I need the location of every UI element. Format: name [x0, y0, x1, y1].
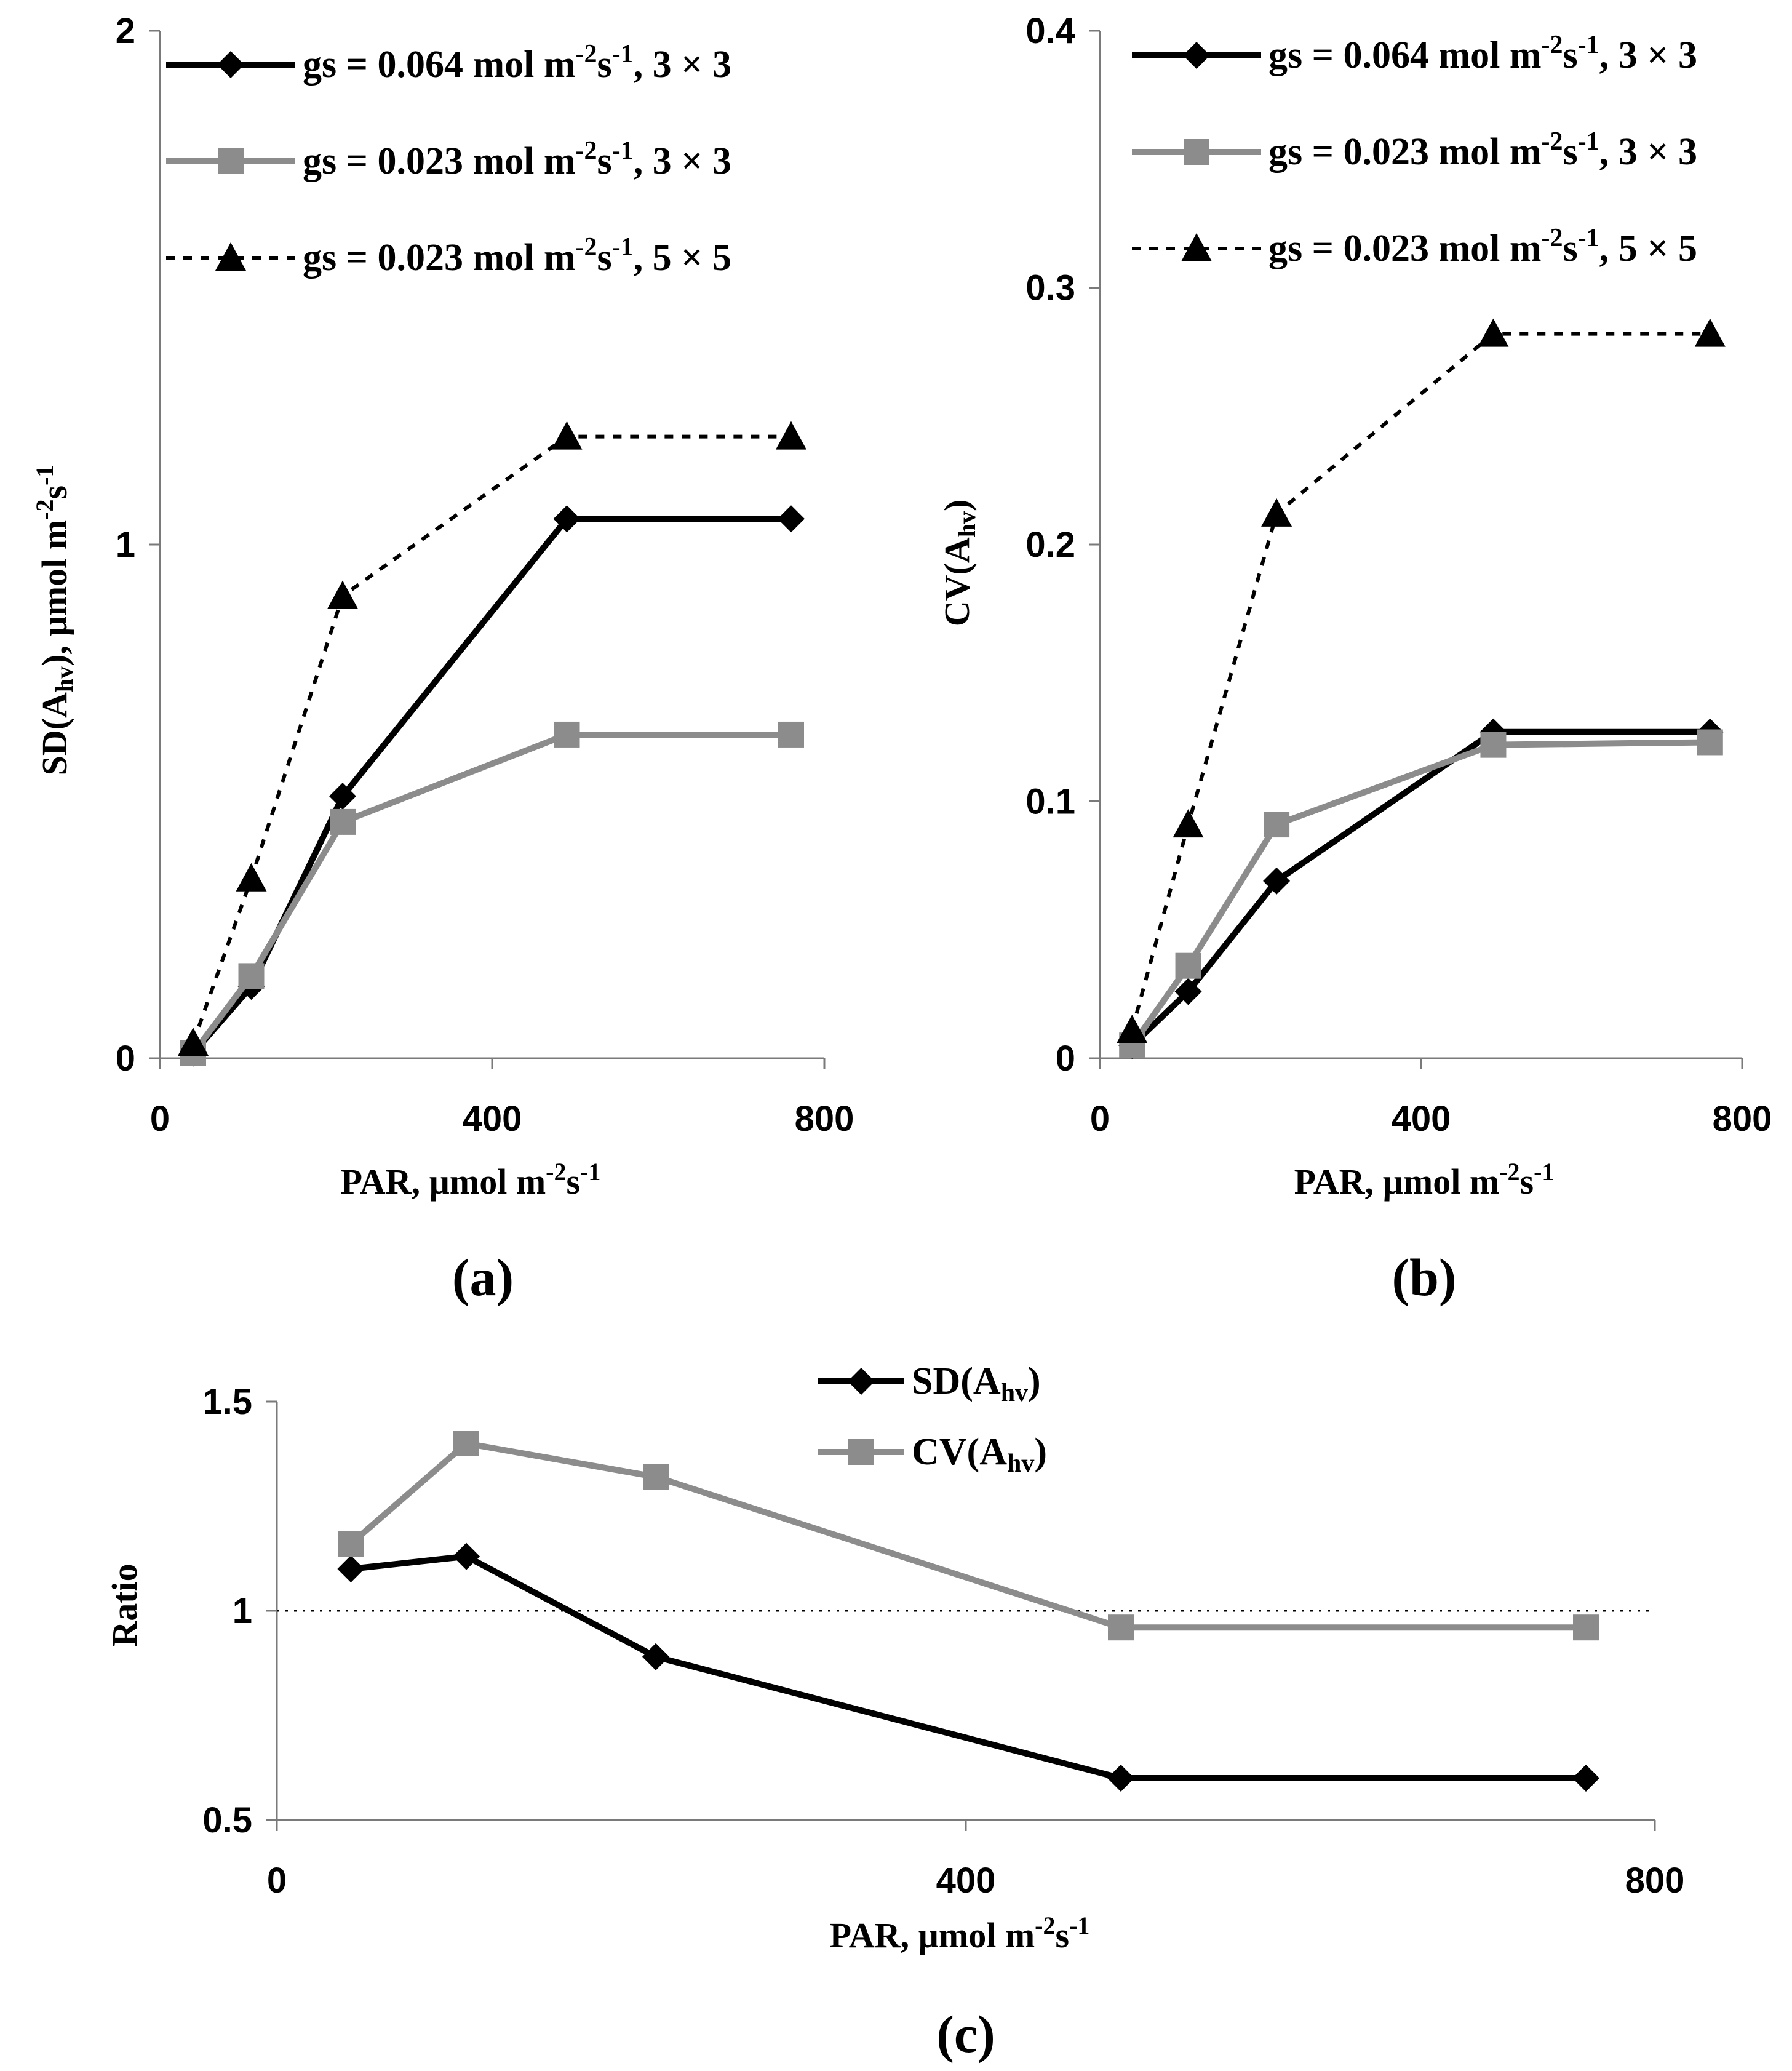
x-tick-label: 400	[463, 1099, 522, 1139]
diamond-marker	[337, 1555, 365, 1582]
square-marker	[1175, 952, 1201, 979]
legend-label: gs = 0.064 mol m-2s-1, 3 × 3	[303, 40, 731, 86]
diamond-marker	[217, 51, 244, 78]
y-tick-label: 1	[116, 525, 135, 565]
legend-label: gs = 0.023 mol m-2s-1, 3 × 3	[303, 137, 731, 182]
x-axis-label: PAR, µmol m-2s-1	[341, 1158, 601, 1202]
triangle-marker	[1478, 318, 1509, 347]
triangle-marker	[551, 421, 583, 450]
diamond-marker	[1183, 42, 1210, 69]
y-axis-label: CV(Ahv)	[937, 500, 981, 627]
square-marker	[1184, 139, 1209, 165]
series-line	[350, 1553, 1586, 1781]
triangle-marker	[1117, 1015, 1148, 1043]
square-marker	[643, 1464, 669, 1490]
x-tick-label: 0	[1090, 1099, 1110, 1139]
x-tick-label: 800	[1713, 1099, 1772, 1139]
series-line	[191, 434, 791, 1043]
triangle-marker	[1694, 318, 1726, 347]
square-marker	[1480, 732, 1507, 758]
diamond-marker	[553, 505, 581, 533]
square-marker	[554, 721, 580, 748]
diamond-marker	[1107, 1765, 1134, 1792]
legend-label: gs = 0.064 mol m-2s-1, 3 × 3	[1268, 31, 1697, 76]
legend-label: gs = 0.023 mol m-2s-1, 5 × 5	[303, 233, 731, 279]
y-tick-label: 0.4	[1025, 11, 1075, 51]
panel-b: 0 0.1 0.2 0.3 0.4 0 400 800 gs = 0.064 mol m-2s…	[937, 11, 1772, 1307]
diamond-marker	[778, 505, 805, 533]
x-axis-label: PAR, µmol m-2s-1	[830, 1912, 1090, 1955]
x-tick-label: 0	[150, 1099, 170, 1139]
legend-label: gs = 0.023 mol m-2s-1, 5 × 5	[1268, 224, 1697, 269]
y-tick-label: 0	[1056, 1039, 1075, 1079]
legend-label: SD(Ahv)	[912, 1360, 1041, 1407]
x-axis-label: PAR, µmol m-2s-1	[1294, 1158, 1555, 1202]
series-line	[191, 731, 791, 1055]
panel-label: (b)	[1392, 1248, 1456, 1307]
panel-c: 0.5 1 1.5 0 400 800 SD(Ahv) CV(Ahv) PAR, µmol …	[105, 1360, 1684, 2064]
diamond-marker	[1572, 1765, 1599, 1792]
x-tick-label: 400	[936, 1861, 996, 1901]
y-tick-label: 0.3	[1025, 268, 1075, 308]
square-marker	[453, 1431, 479, 1456]
x-tick-label: 800	[795, 1099, 854, 1139]
triangle-marker	[776, 421, 806, 450]
triangle-marker	[327, 580, 358, 609]
triangle-marker	[1261, 498, 1292, 527]
series-line	[1130, 332, 1710, 1031]
y-axis-label: Ratio	[105, 1563, 145, 1646]
square-marker	[338, 1531, 364, 1557]
square-marker	[848, 1439, 874, 1465]
y-tick-label: 1	[233, 1591, 252, 1631]
square-marker	[1697, 729, 1723, 756]
x-tick-label: 800	[1625, 1861, 1685, 1901]
diamond-marker	[848, 1368, 875, 1395]
series-line	[1129, 728, 1710, 1048]
square-marker	[330, 808, 356, 835]
x-tick-label: 0	[267, 1861, 287, 1901]
square-marker	[1573, 1614, 1599, 1641]
y-axis-label: SD(Ahv), µmol m-2s-1	[31, 465, 78, 776]
square-marker	[778, 721, 804, 748]
diamond-marker	[642, 1643, 669, 1670]
triangle-marker	[215, 242, 246, 271]
diamond-marker	[1174, 978, 1202, 1005]
panel-label: (c)	[936, 2005, 995, 2064]
diamond-marker	[329, 783, 356, 810]
y-tick-label: 1.5	[202, 1382, 252, 1422]
series-line	[1129, 739, 1710, 1048]
legend-label: gs = 0.023 mol m-2s-1, 3 × 3	[1268, 127, 1697, 173]
square-marker	[238, 963, 265, 989]
y-tick-label: 0.5	[202, 1800, 252, 1840]
triangle-marker	[1181, 233, 1212, 261]
y-tick-label: 0.1	[1025, 782, 1075, 822]
diamond-marker	[453, 1542, 480, 1570]
triangle-marker	[178, 1027, 209, 1056]
diamond-marker	[1263, 867, 1291, 895]
square-marker	[1264, 812, 1290, 838]
triangle-marker	[236, 863, 267, 892]
triangle-marker	[1173, 809, 1204, 838]
legend-label: CV(Ahv)	[912, 1431, 1047, 1478]
square-marker	[1108, 1614, 1134, 1641]
panel-a: 0 1 2 0 400 800 gs = 0.064 mol m-2s-1, 3 × 3 g…	[31, 11, 854, 1307]
square-marker	[218, 148, 244, 174]
y-tick-label: 2	[116, 11, 135, 51]
x-tick-label: 400	[1392, 1099, 1451, 1139]
y-tick-label: 0.2	[1025, 525, 1075, 565]
series-line	[191, 516, 791, 1055]
y-tick-label: 0	[116, 1039, 135, 1079]
panel-label: (a)	[452, 1248, 514, 1307]
